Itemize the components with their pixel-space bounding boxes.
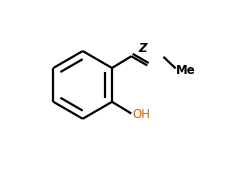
Text: Me: Me [176,64,195,77]
Text: OH: OH [132,108,150,121]
Text: Z: Z [138,42,147,55]
